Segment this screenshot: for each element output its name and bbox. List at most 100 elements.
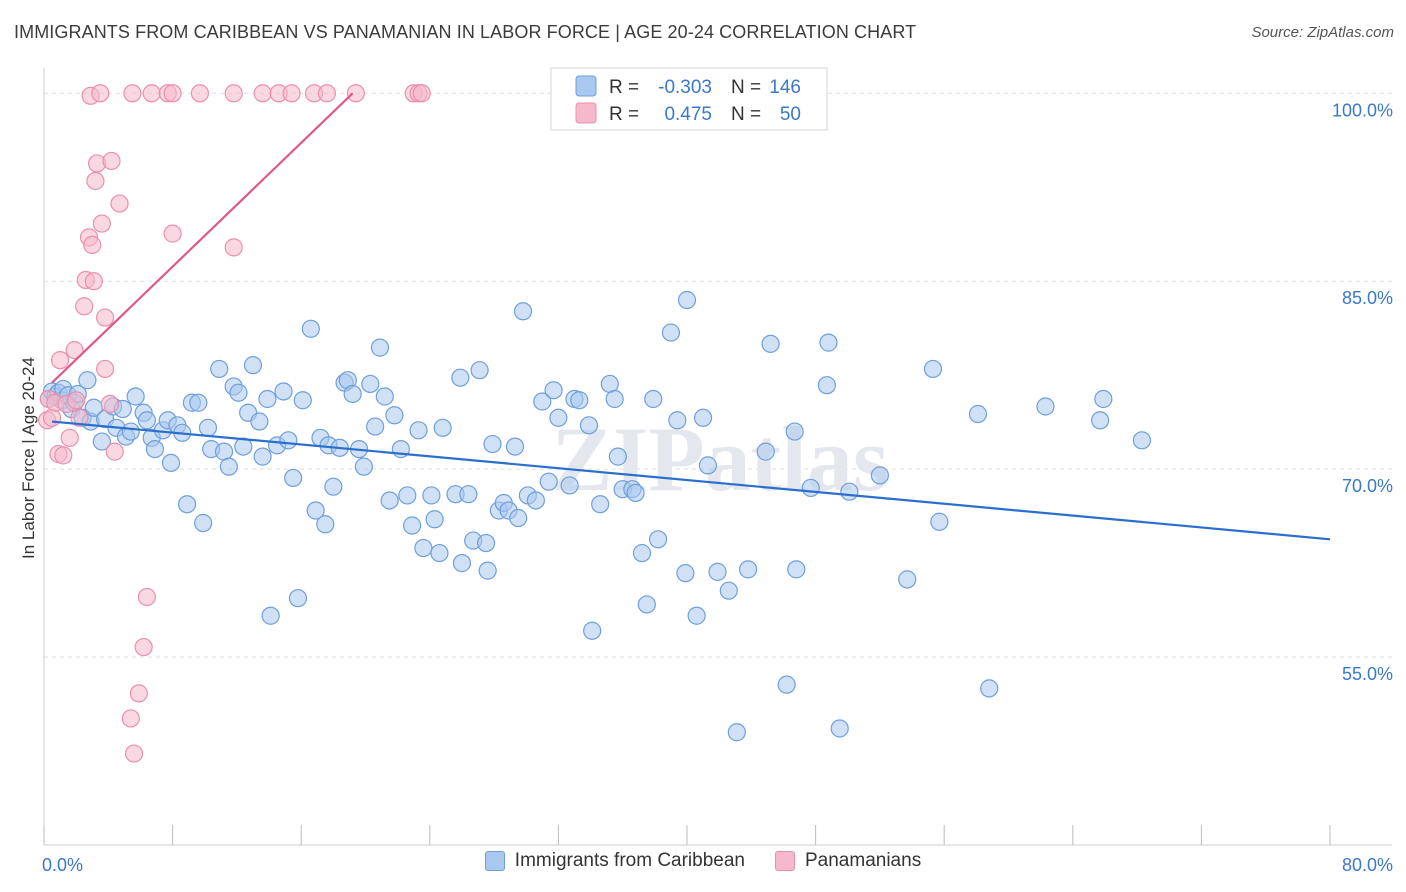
legend-label-caribbean: Immigrants from Caribbean bbox=[514, 850, 745, 871]
data-point bbox=[375, 387, 394, 406]
data-point bbox=[570, 391, 589, 410]
data-point bbox=[505, 437, 525, 456]
data-point bbox=[86, 171, 105, 191]
data-point bbox=[78, 371, 97, 390]
data-point bbox=[123, 84, 142, 103]
data-point bbox=[163, 224, 182, 243]
data-point bbox=[134, 637, 153, 657]
data-point bbox=[354, 457, 373, 476]
data-point bbox=[727, 723, 746, 742]
data-point bbox=[70, 408, 89, 427]
data-point bbox=[526, 491, 545, 510]
data-point bbox=[137, 411, 156, 430]
data-point bbox=[126, 387, 145, 406]
data-point bbox=[137, 587, 156, 607]
data-point bbox=[316, 515, 335, 534]
data-point bbox=[687, 606, 706, 625]
data-point bbox=[366, 417, 385, 436]
data-point bbox=[219, 457, 238, 476]
data-point bbox=[177, 495, 197, 514]
data-point bbox=[478, 561, 497, 580]
data-point bbox=[403, 516, 422, 535]
data-point bbox=[433, 418, 452, 437]
data-point bbox=[644, 389, 663, 409]
legend-swatch-panamanians bbox=[775, 851, 795, 871]
trend-line-caribbean bbox=[51, 420, 1331, 541]
data-point bbox=[840, 482, 859, 501]
axes bbox=[43, 68, 1392, 846]
source-credit: Source: ZipAtlas.com bbox=[1251, 24, 1394, 41]
data-point bbox=[637, 595, 656, 614]
data-point bbox=[470, 361, 489, 380]
data-point bbox=[91, 84, 110, 103]
data-point bbox=[698, 456, 717, 475]
data-point bbox=[648, 530, 668, 549]
data-point bbox=[549, 408, 568, 427]
data-point bbox=[253, 447, 272, 466]
data-point bbox=[102, 151, 121, 171]
data-point bbox=[279, 431, 298, 450]
data-point bbox=[288, 589, 308, 608]
data-point bbox=[414, 538, 433, 558]
data-point bbox=[142, 84, 161, 103]
data-point bbox=[258, 389, 277, 409]
data-point bbox=[343, 384, 362, 404]
data-point bbox=[817, 376, 836, 395]
data-point bbox=[930, 512, 949, 531]
data-point bbox=[409, 421, 428, 440]
data-point bbox=[968, 404, 988, 424]
y-axis-label: In Labor Force | Age 20-24 bbox=[19, 357, 38, 559]
y-tick-label: 100.0% bbox=[1332, 100, 1393, 120]
data-point bbox=[190, 84, 210, 103]
data-point bbox=[425, 510, 444, 529]
data-point bbox=[121, 709, 140, 728]
data-point bbox=[693, 408, 713, 427]
data-point bbox=[198, 418, 218, 437]
data-point bbox=[870, 466, 890, 485]
data-point bbox=[1091, 411, 1110, 430]
data-point bbox=[100, 394, 120, 414]
data-point bbox=[1094, 389, 1113, 409]
data-point bbox=[1036, 397, 1055, 416]
data-point bbox=[756, 442, 775, 461]
data-point bbox=[1132, 431, 1152, 450]
data-point bbox=[324, 477, 343, 496]
data-point bbox=[719, 581, 738, 600]
data-point bbox=[224, 238, 243, 257]
data-point bbox=[459, 485, 478, 504]
data-point bbox=[398, 486, 417, 505]
data-point bbox=[539, 472, 558, 491]
data-point bbox=[738, 560, 758, 579]
data-point bbox=[50, 351, 70, 370]
data-point bbox=[95, 359, 115, 379]
data-point bbox=[293, 391, 312, 410]
data-point bbox=[544, 381, 563, 400]
data-point bbox=[923, 359, 943, 379]
data-point bbox=[422, 486, 441, 505]
legend-swatch-pink bbox=[575, 102, 597, 124]
data-point bbox=[317, 84, 337, 103]
legend-r-label-blue: R = bbox=[609, 77, 639, 98]
data-point bbox=[676, 564, 695, 583]
data-point bbox=[224, 84, 243, 103]
data-point bbox=[60, 428, 79, 447]
data-point bbox=[980, 679, 999, 698]
data-point bbox=[189, 393, 208, 412]
data-point bbox=[346, 84, 365, 103]
data-point bbox=[801, 478, 820, 498]
chart-title: IMMIGRANTS FROM CARIBBEAN VS PANAMANIAN … bbox=[14, 22, 917, 42]
data-point bbox=[274, 382, 293, 401]
data-point bbox=[129, 684, 148, 703]
data-point bbox=[761, 334, 780, 353]
data-point bbox=[121, 422, 140, 441]
data-point bbox=[385, 406, 404, 425]
data-point bbox=[145, 439, 165, 459]
data-point bbox=[632, 543, 652, 563]
data-point bbox=[163, 84, 182, 103]
data-point bbox=[509, 508, 528, 528]
legend-n-label-pink: N = bbox=[731, 104, 761, 125]
data-point bbox=[42, 408, 62, 427]
legend-n-label-blue: N = bbox=[731, 77, 761, 98]
data-point bbox=[124, 744, 144, 763]
